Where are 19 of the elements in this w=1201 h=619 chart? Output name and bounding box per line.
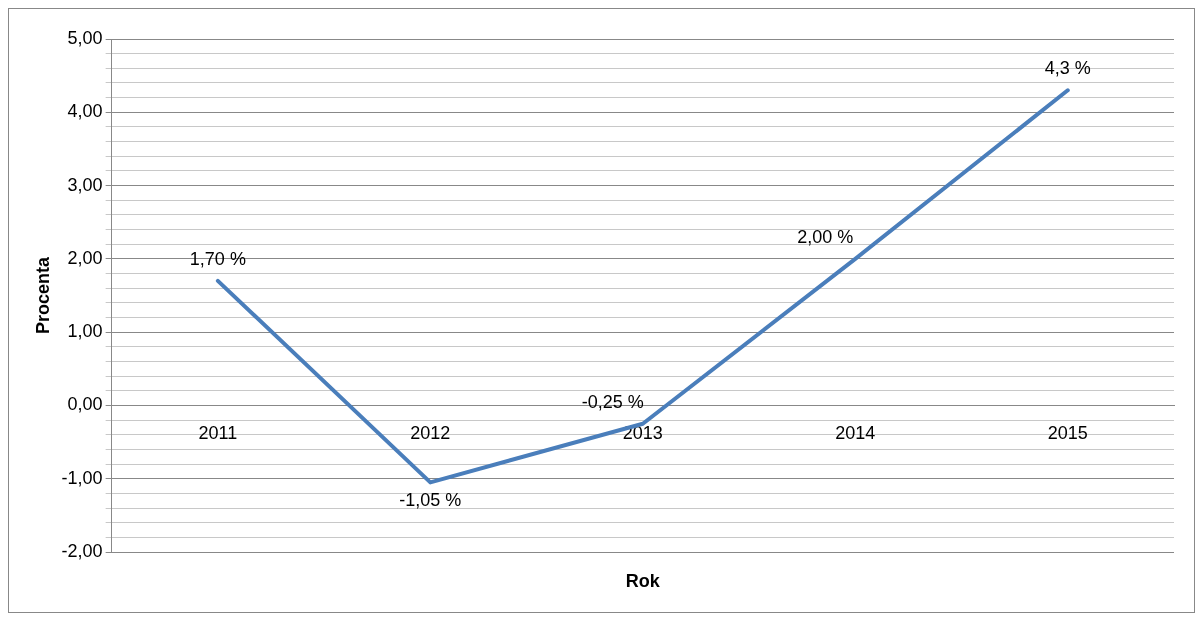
x-tick-label: 2014 — [835, 423, 876, 444]
data-label: 4,3 % — [1044, 58, 1091, 79]
data-label: 2,00 % — [797, 226, 854, 247]
y-tick-label: 3,00 — [67, 174, 103, 195]
data-label: -1,05 % — [399, 490, 462, 511]
y-tick-label: 1,00 — [67, 321, 103, 342]
y-tick-label: -1,00 — [61, 467, 103, 488]
y-axis-title: Procenta — [32, 256, 53, 335]
y-tick-label: -2,00 — [61, 540, 103, 561]
data-label: 1,70 % — [189, 248, 246, 269]
data-label: -0,25 % — [581, 391, 644, 412]
x-tick-label: 2012 — [410, 423, 451, 444]
x-tick-label: 2011 — [198, 423, 238, 444]
y-tick-label: 2,00 — [67, 247, 103, 268]
y-tick-label: 0,00 — [67, 394, 103, 415]
x-tick-label: 2015 — [1047, 423, 1088, 444]
y-tick-label: 4,00 — [67, 101, 103, 122]
y-tick-label: 5,00 — [67, 27, 103, 48]
x-axis-title: Rok — [625, 570, 661, 591]
